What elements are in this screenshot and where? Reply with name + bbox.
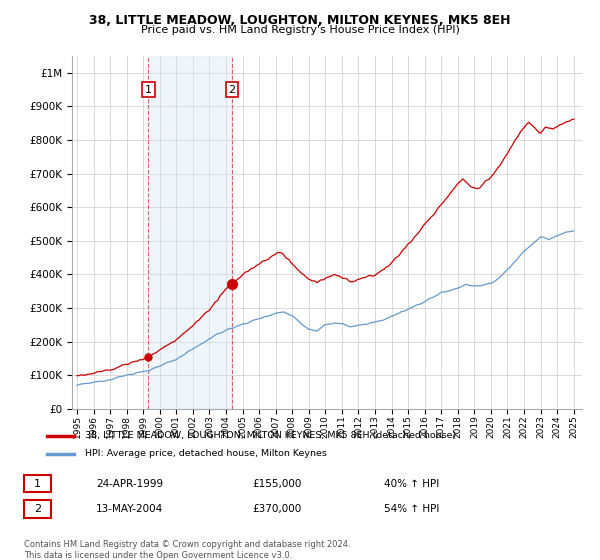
Text: Contains HM Land Registry data © Crown copyright and database right 2024.
This d: Contains HM Land Registry data © Crown c… — [24, 540, 350, 560]
Text: 54% ↑ HPI: 54% ↑ HPI — [384, 504, 439, 514]
Text: 38, LITTLE MEADOW, LOUGHTON, MILTON KEYNES, MK5 8EH (detached house): 38, LITTLE MEADOW, LOUGHTON, MILTON KEYN… — [85, 431, 457, 440]
Text: Price paid vs. HM Land Registry's House Price Index (HPI): Price paid vs. HM Land Registry's House … — [140, 25, 460, 35]
Text: 38, LITTLE MEADOW, LOUGHTON, MILTON KEYNES, MK5 8EH: 38, LITTLE MEADOW, LOUGHTON, MILTON KEYN… — [89, 14, 511, 27]
Text: 40% ↑ HPI: 40% ↑ HPI — [384, 479, 439, 488]
Text: 1: 1 — [34, 479, 41, 488]
Text: 13-MAY-2004: 13-MAY-2004 — [96, 504, 163, 514]
FancyBboxPatch shape — [24, 475, 51, 492]
Text: £155,000: £155,000 — [252, 479, 301, 488]
Text: 1: 1 — [145, 85, 152, 95]
FancyBboxPatch shape — [24, 500, 51, 518]
Text: £370,000: £370,000 — [252, 504, 301, 514]
Text: HPI: Average price, detached house, Milton Keynes: HPI: Average price, detached house, Milt… — [85, 450, 327, 459]
Text: 2: 2 — [229, 85, 236, 95]
Text: 2: 2 — [34, 504, 41, 514]
Text: 24-APR-1999: 24-APR-1999 — [96, 479, 163, 488]
